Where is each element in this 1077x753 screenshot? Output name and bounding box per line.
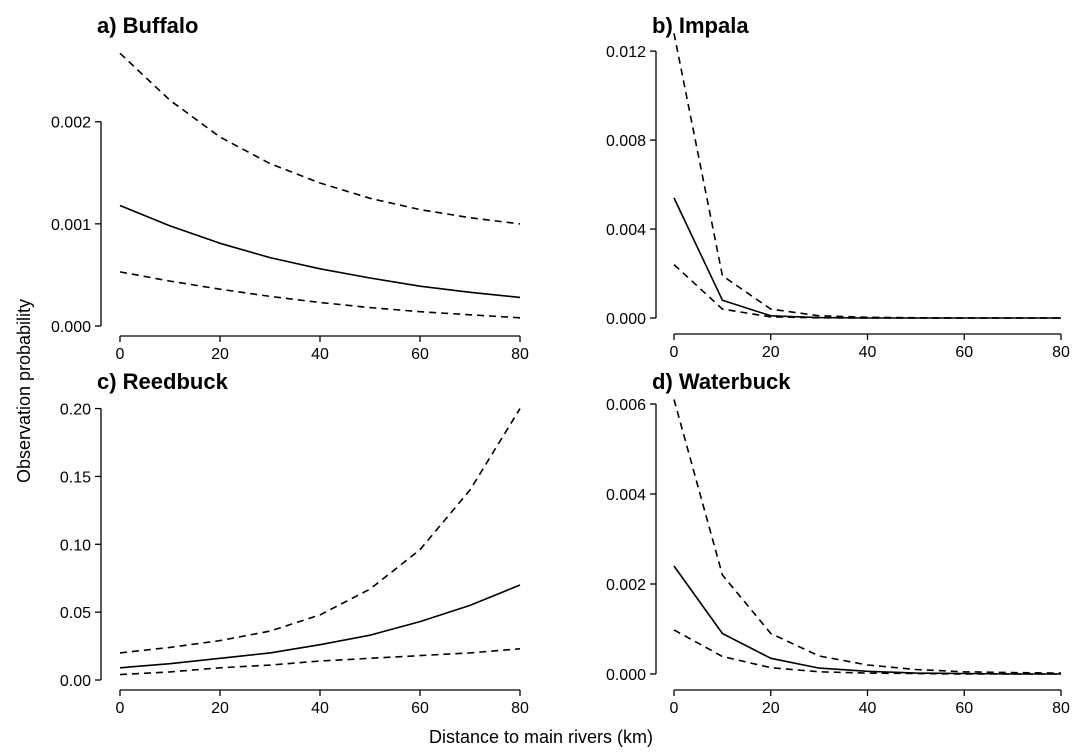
series-line-lower-reedbuck [119,648,521,676]
y-tick-label: 0.15 [60,469,91,486]
panel-impala: b) Impala 0 20 40 60 80 0.000 0.004 0.008 0.012 [606,13,1070,361]
x-tick-label: 60 [411,346,429,363]
series-line-upper-waterbuck [673,399,1062,674]
y-tick-label: 0.000 [606,667,646,684]
panel-reedbuck: c) Reedbuck 0 20 40 60 80 0.00 0.05 0.10 0.15 0.20 [60,369,529,717]
x-tick-label: 80 [511,700,529,717]
x-tick-label: 80 [1052,344,1070,361]
y-tick-label: 0.001 [51,217,91,234]
panel-waterbuck: d) Waterbuck 0 20 40 60 80 0.000 0.002 0.004 0.00… [606,369,1070,717]
y-tick-label: 0.002 [51,115,91,132]
series-line-lower-waterbuck [673,629,1061,675]
x-tick-label: 60 [411,700,429,717]
x-tick-label: 20 [211,346,229,363]
series-line-estimate-waterbuck [673,565,1061,675]
x-tick-label: 80 [1052,700,1070,717]
x-tick-label: 0 [670,700,679,717]
series-line-upper-impala [673,33,1061,319]
x-tick-label: 60 [955,344,973,361]
x-tick-label: 20 [762,700,780,717]
x-tick-label: 40 [311,346,329,363]
y-tick-label: 0.006 [606,397,646,414]
y-axis-title: Observation probability [14,299,34,483]
y-tick-label: 0.05 [60,605,91,622]
x-tick-label: 0 [116,700,125,717]
panel-title-reedbuck: c) Reedbuck [97,369,229,394]
y-tick-label: 0.000 [51,319,91,336]
panel-title-buffalo: a) Buffalo [97,13,198,38]
y-tick-label: 0.004 [606,222,646,239]
panel-buffalo: a) Buffalo 0 20 40 60 80 0.000 0.001 0.002 [51,13,529,363]
x-tick-label: 40 [311,700,329,717]
y-tick-label: 0.10 [60,537,91,554]
y-tick-label: 0.008 [606,133,646,150]
y-tick-label: 0.004 [606,487,646,504]
series-line-lower-buffalo [119,271,521,319]
x-tick-label: 60 [955,700,973,717]
series-line-lower-impala [673,264,1061,319]
x-tick-label: 0 [116,346,125,363]
x-tick-label: 40 [859,344,877,361]
series-line-estimate-reedbuck [119,584,521,669]
x-tick-label: 0 [670,344,679,361]
x-tick-label: 20 [762,344,780,361]
y-tick-label: 0.002 [606,577,646,594]
series-line-upper-reedbuck [119,408,521,654]
y-tick-label: 0.00 [60,673,91,690]
x-tick-label: 20 [211,700,229,717]
y-tick-label: 0.000 [606,311,646,328]
series-line-upper-buffalo [119,52,521,225]
y-tick-label: 0.20 [60,402,91,419]
series-line-estimate-impala [673,197,1061,319]
series-line-estimate-buffalo [119,204,521,299]
panel-title-impala: b) Impala [652,13,749,38]
panel-title-waterbuck: d) Waterbuck [652,369,791,394]
x-tick-label: 40 [859,700,877,717]
y-tick-label: 0.012 [606,44,646,61]
x-axis-title: Distance to main rivers (km) [429,727,653,747]
x-tick-label: 80 [511,346,529,363]
